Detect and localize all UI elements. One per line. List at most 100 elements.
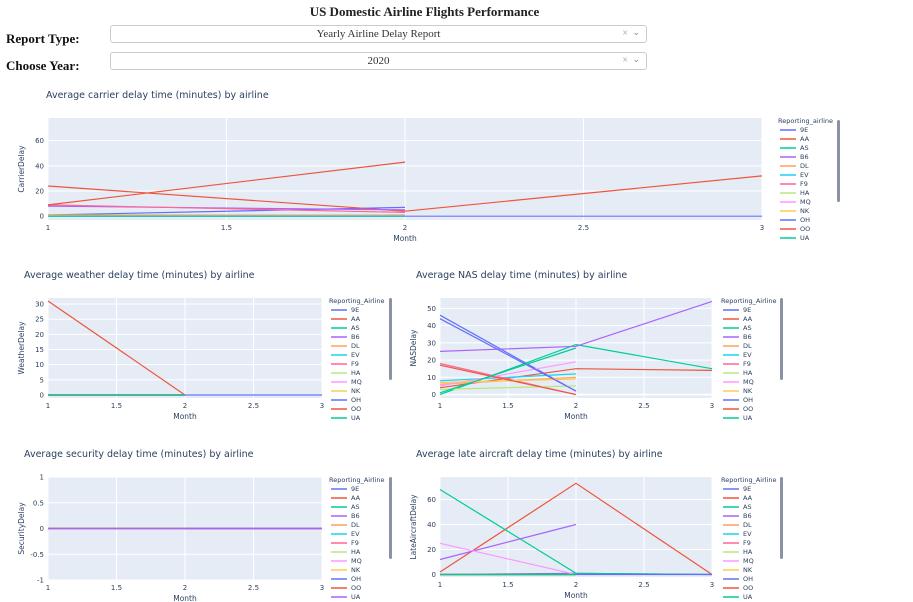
series-line-ev[interactable] — [439, 373, 577, 382]
series-line-ua[interactable] — [439, 347, 577, 394]
series-line-aa[interactable] — [47, 300, 186, 396]
legend-item-f9[interactable]: F9 — [800, 180, 808, 188]
legend-item-nk[interactable]: NK — [743, 566, 753, 574]
legend-item-9e[interactable]: 9E — [800, 126, 808, 134]
legend-item-ha[interactable]: HA — [351, 548, 361, 556]
report-type-dropdown[interactable]: Yearly Airline Delay Report × ⌄ — [110, 25, 647, 43]
y-tick-label: 0 — [40, 525, 44, 533]
legend-scrollbar[interactable] — [389, 477, 392, 559]
series-line-oh[interactable] — [439, 318, 577, 392]
legend-item-oo[interactable]: OO — [800, 225, 810, 233]
legend-item-ev[interactable]: EV — [351, 530, 360, 538]
legend-item-ua[interactable]: UA — [351, 593, 361, 601]
clear-icon[interactable]: × — [622, 28, 628, 39]
legend-item-f9[interactable]: F9 — [743, 539, 751, 547]
legend-item-ua[interactable]: UA — [743, 414, 753, 422]
legend-item-nk[interactable]: NK — [351, 387, 361, 395]
legend-item-as[interactable]: AS — [351, 324, 360, 332]
legend-item-ua[interactable]: UA — [800, 234, 810, 242]
legend-item-dl[interactable]: DL — [743, 521, 752, 529]
legend-scrollbar[interactable] — [780, 298, 783, 380]
legend-item-ev[interactable]: EV — [743, 351, 752, 359]
legend-item-b6[interactable]: B6 — [743, 333, 752, 341]
legend-item-aa[interactable]: AA — [743, 315, 753, 323]
legend-item-ha[interactable]: HA — [743, 548, 753, 556]
legend-item-ev[interactable]: EV — [743, 530, 752, 538]
legend-item-dl[interactable]: DL — [351, 342, 360, 350]
legend-item-oh[interactable]: OH — [351, 396, 361, 404]
chevron-down-icon[interactable]: ⌄ — [632, 27, 640, 37]
series-line-b6[interactable] — [439, 300, 713, 352]
series-line-oo[interactable] — [47, 161, 406, 206]
legend-item-oo[interactable]: OO — [743, 584, 753, 592]
legend-item-as[interactable]: AS — [743, 503, 752, 511]
legend-item-f9[interactable]: F9 — [743, 360, 751, 368]
legend-item-9e[interactable]: 9E — [743, 306, 751, 314]
legend-item-b6[interactable]: B6 — [351, 512, 360, 520]
legend-item-aa[interactable]: AA — [351, 494, 361, 502]
legend-item-oo[interactable]: OO — [351, 405, 361, 413]
legend-item-dl[interactable]: DL — [800, 162, 809, 170]
chart-carrier-delay[interactable]: Average carrier delay time (minutes) by … — [0, 84, 855, 254]
legend-item-9e[interactable]: 9E — [351, 306, 359, 314]
chevron-down-icon[interactable]: ⌄ — [632, 54, 640, 64]
legend-item-9e[interactable]: 9E — [351, 485, 359, 493]
legend-item-ev[interactable]: EV — [351, 351, 360, 359]
legend-item-aa[interactable]: AA — [351, 315, 361, 323]
legend-item-oo[interactable]: OO — [743, 405, 753, 413]
year-dropdown[interactable]: 2020 × ⌄ — [110, 52, 647, 70]
legend-item-as[interactable]: AS — [743, 324, 752, 332]
legend-scrollbar[interactable] — [389, 298, 392, 380]
legend-item-aa[interactable]: AA — [743, 494, 753, 502]
legend-item-b6[interactable]: B6 — [743, 512, 752, 520]
clear-icon[interactable]: × — [622, 55, 628, 66]
legend-item-dl[interactable]: DL — [743, 342, 752, 350]
legend-item-as[interactable]: AS — [351, 503, 360, 511]
series-line-f9[interactable] — [47, 204, 406, 213]
legend-item-oh[interactable]: OH — [800, 216, 810, 224]
y-tick-label: 40 — [427, 521, 436, 529]
series-line-aa[interactable] — [439, 482, 713, 575]
legend-item-dl[interactable]: DL — [351, 521, 360, 529]
chart-title: Average late aircraft delay time (minute… — [416, 449, 663, 460]
legend-item-9e[interactable]: 9E — [743, 485, 751, 493]
legend-item-aa[interactable]: AA — [800, 135, 810, 143]
series-line-ha[interactable] — [439, 385, 577, 390]
y-tick-label: 20 — [35, 331, 44, 339]
series-line-aa[interactable] — [47, 175, 763, 212]
legend-item-oh[interactable]: OH — [743, 396, 753, 404]
chart-nas-delay[interactable]: Average NAS delay time (minutes) by airl… — [392, 264, 792, 602]
chart-late-aircraft-delay[interactable]: Average late aircraft delay time (minute… — [392, 443, 792, 602]
legend-item-mq[interactable]: MQ — [800, 198, 811, 206]
legend-scrollbar[interactable] — [837, 120, 840, 202]
chart-weather-delay[interactable]: Average weather delay time (minutes) by … — [0, 264, 400, 602]
legend-item-f9[interactable]: F9 — [351, 539, 359, 547]
legend-item-ha[interactable]: HA — [743, 369, 753, 377]
legend-item-nk[interactable]: NK — [743, 387, 753, 395]
legend-item-nk[interactable]: NK — [800, 207, 810, 215]
legend-item-ua[interactable]: UA — [351, 414, 361, 422]
chart-security-delay[interactable]: Average security delay time (minutes) by… — [0, 443, 400, 602]
legend-item-mq[interactable]: MQ — [351, 378, 362, 386]
legend-scrollbar[interactable] — [780, 477, 783, 559]
series-line-oo[interactable] — [439, 364, 577, 396]
legend-item-oh[interactable]: OH — [743, 575, 753, 583]
legend-item-mq[interactable]: MQ — [743, 378, 754, 386]
legend-item-b6[interactable]: B6 — [800, 153, 809, 161]
legend-item-f9[interactable]: F9 — [351, 360, 359, 368]
legend-item-ha[interactable]: HA — [800, 189, 810, 197]
legend-item-b6[interactable]: B6 — [351, 333, 360, 341]
legend-item-ev[interactable]: EV — [800, 171, 809, 179]
legend-title: Reporting_Airline — [721, 297, 777, 305]
series-line-mq[interactable] — [439, 542, 577, 576]
legend-item-mq[interactable]: MQ — [351, 557, 362, 565]
legend-item-nk[interactable]: NK — [351, 566, 361, 574]
chart-svg: Average security delay time (minutes) by… — [17, 449, 392, 602]
series-line-b6[interactable] — [439, 523, 577, 561]
legend-item-as[interactable]: AS — [800, 144, 809, 152]
legend-item-mq[interactable]: MQ — [743, 557, 754, 565]
legend-item-oo[interactable]: OO — [351, 584, 361, 592]
legend-item-oh[interactable]: OH — [351, 575, 361, 583]
legend-item-ha[interactable]: HA — [351, 369, 361, 377]
legend-item-ua[interactable]: UA — [743, 593, 753, 601]
